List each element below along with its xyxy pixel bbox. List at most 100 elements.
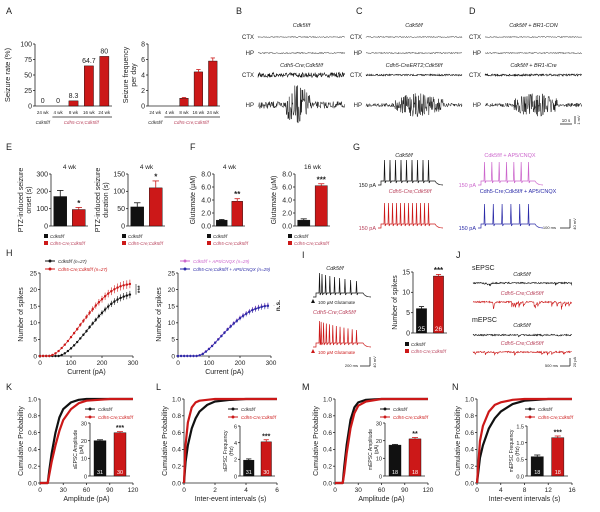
data-point	[235, 319, 239, 323]
y-axis-label: onset (s)	[26, 186, 33, 213]
panel-label: B	[236, 6, 242, 16]
eeg-trace	[365, 51, 463, 55]
data-point	[38, 354, 42, 358]
y-tick-label: 0.0	[201, 223, 211, 230]
y-tick-label: 2.0	[201, 210, 211, 217]
y-axis-label: sEPSC Amplitude	[73, 430, 79, 470]
y-tick-label: 100	[36, 206, 48, 213]
data-point	[66, 339, 70, 343]
n-label: 31	[246, 470, 252, 476]
y-tick-label: 200	[36, 189, 48, 196]
data-point	[260, 305, 263, 309]
legend-label: Cdk5f/f	[128, 234, 143, 239]
bar	[99, 56, 110, 107]
data-point	[69, 335, 73, 339]
y-tick-label: 15	[30, 304, 38, 311]
x-tick-label: 90	[401, 487, 409, 494]
epsc-trace	[472, 350, 572, 356]
chart-title: 4 wk	[140, 164, 154, 171]
bar	[193, 71, 203, 107]
channel-label: CTX	[350, 73, 362, 79]
category-label: 8 wk	[69, 110, 79, 115]
panel-label: K	[6, 382, 12, 392]
x-tick-label: 60	[83, 487, 91, 494]
data-point	[122, 284, 125, 287]
data-point	[125, 294, 128, 297]
x-tick-label: 300	[128, 360, 139, 367]
channel-label: HP	[246, 51, 254, 57]
y-tick-label: 8.0	[201, 171, 211, 178]
legend-label: Cdh5-Cre;Cdk5f/f	[128, 241, 164, 246]
y-tick-label: 10	[402, 290, 410, 297]
bar	[130, 206, 144, 227]
data-point	[179, 354, 183, 358]
data-point	[223, 331, 226, 334]
significance-marker: *	[77, 199, 81, 208]
legend-marker	[528, 407, 532, 411]
data-point	[229, 325, 232, 328]
data-label: 64.7	[82, 58, 96, 65]
cdf-line	[335, 397, 428, 485]
legend-marker	[48, 267, 52, 271]
data-point	[110, 302, 113, 306]
y-tick-label: 20	[81, 439, 87, 445]
spike-trace	[478, 203, 544, 229]
y-tick-label: 6.0	[282, 184, 292, 191]
significance-marker: ***	[116, 425, 124, 432]
legend-label: Cdh5-Cre;Cdk5f/f	[98, 415, 134, 420]
data-point	[119, 296, 122, 300]
legend-label: Cdk5f/f	[393, 407, 408, 412]
category-label: 16 wk	[193, 110, 206, 115]
data-point	[241, 314, 245, 318]
y-tick-label: 0	[44, 223, 48, 230]
x-tick-label: 0	[38, 360, 42, 367]
data-point	[41, 354, 45, 358]
y-axis-label: Seizure frequency	[123, 46, 130, 103]
bar	[179, 98, 189, 107]
data-point	[226, 328, 229, 331]
category-label: 24 wk	[149, 110, 162, 115]
data-point	[107, 305, 110, 308]
channel-label: HP	[354, 103, 362, 109]
chart-title: 4 wk	[63, 164, 77, 171]
panel-label: F	[190, 142, 196, 152]
trace-title: Cdh5-Cre;Cdk5f/f	[280, 63, 323, 69]
data-point	[97, 301, 101, 304]
channel-label: CTX	[242, 35, 254, 41]
y-tick-label: 1.5	[516, 424, 524, 430]
significance-marker: ***	[317, 175, 327, 184]
current-label: 150 pA	[359, 183, 377, 189]
y-axis-label: duration (s)	[103, 182, 110, 217]
y-axis-label: PTZ-induced seizure	[18, 168, 25, 233]
trace-title: Cdk5f/f + AP5/CNQX	[484, 153, 536, 159]
stimulus-arrow-icon	[311, 349, 315, 353]
x-axis-label: Inter-event intervals (s)	[195, 496, 267, 503]
y-tick-label: 0.8	[323, 413, 332, 420]
data-point	[186, 354, 189, 358]
trace-title: Cdk5f/f + BR1-iCre	[510, 63, 556, 69]
y-tick-label: 50	[24, 72, 32, 79]
n-label: 18	[534, 470, 540, 476]
spike-trace	[378, 202, 444, 229]
eeg-trace	[484, 93, 583, 117]
data-point	[266, 304, 270, 308]
channel-label: CTX	[469, 73, 481, 79]
x-tick-label: 100	[66, 360, 77, 367]
legend-label: Cdk5f/f	[98, 407, 113, 412]
x-axis-label: Current (pA)	[205, 369, 244, 376]
data-point	[54, 354, 57, 358]
y-tick-label: 0.0	[282, 223, 292, 230]
legend-label: Cdh5-Cre;Cdk5f/f	[411, 349, 447, 354]
x-tick-label: 60	[378, 487, 386, 494]
data-label: 0	[41, 98, 45, 105]
data-point	[91, 307, 94, 311]
y-tick-label: 4.0	[201, 197, 211, 204]
data-point	[57, 349, 60, 353]
panel-label: G	[353, 142, 360, 152]
data-point	[79, 323, 82, 326]
n-label: 18	[412, 470, 418, 476]
data-point	[125, 283, 128, 286]
genotype-label: Cdk5f/f	[36, 120, 51, 125]
data-point	[113, 300, 116, 303]
legend-label: Cdk5f/f (n=27)	[58, 259, 87, 264]
